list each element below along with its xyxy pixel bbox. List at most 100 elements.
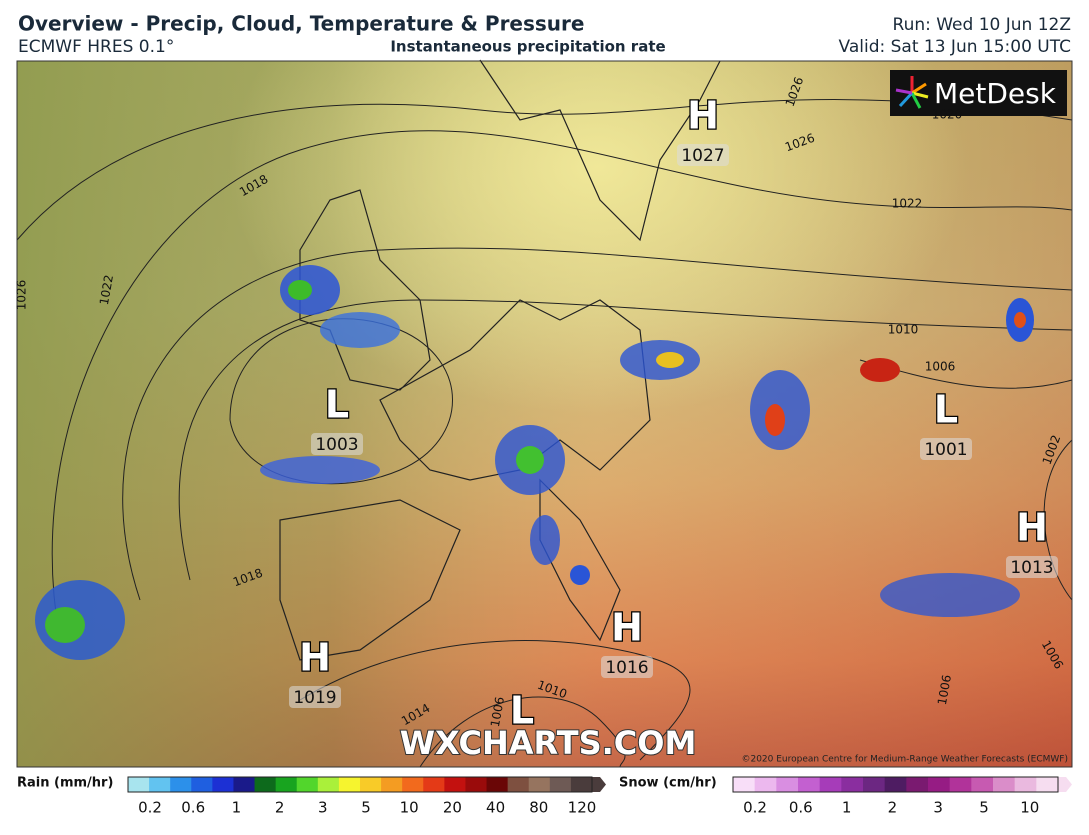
isobar-label: 1022 xyxy=(892,197,923,211)
isobars xyxy=(16,99,1073,768)
rain-arrow xyxy=(592,777,606,792)
rain-tick-label: 5 xyxy=(361,799,371,817)
pressure-label-bg xyxy=(920,438,972,460)
snow-swatch xyxy=(776,777,799,792)
rain-swatch xyxy=(507,777,530,792)
rain-swatch xyxy=(317,777,340,792)
rain-tick-label: 120 xyxy=(568,799,597,817)
snow-tick-label: 0.6 xyxy=(789,799,813,817)
rain-swatch xyxy=(338,777,361,792)
rain-tick-label: 20 xyxy=(443,799,462,817)
rain-swatch xyxy=(570,777,593,792)
rain-swatch xyxy=(275,777,298,792)
snow-tick-label: 1 xyxy=(842,799,852,817)
snow-swatch xyxy=(1014,777,1037,792)
pressure-symbol: L xyxy=(325,383,349,427)
pressure-symbol: H xyxy=(687,94,719,138)
pressure-value: 1001 xyxy=(924,440,967,460)
snow-swatch xyxy=(754,777,777,792)
isobar-label: 1026 xyxy=(15,280,29,311)
rain-swatch xyxy=(233,777,256,792)
pressure-symbol: L xyxy=(510,689,534,733)
rain-swatch xyxy=(170,777,192,792)
pressure-value: 1027 xyxy=(681,146,724,166)
snow-swatch xyxy=(798,777,821,792)
rain-swatch xyxy=(381,777,403,792)
rain-swatch xyxy=(444,777,466,792)
isobar-label: 1020 xyxy=(932,108,963,122)
valid: Valid: Sat 13 Jun 15:00 UTC xyxy=(839,37,1071,57)
rain-swatch xyxy=(128,777,150,792)
pressure-value: 1013 xyxy=(1010,558,1053,578)
snow-swatch xyxy=(841,777,864,792)
product: Instantaneous precipitation rate xyxy=(390,38,665,56)
isobar-label: 1006 xyxy=(488,696,507,729)
pressure-symbol: L xyxy=(934,388,958,432)
rain-tick-label: 1 xyxy=(232,799,242,817)
rain-swatch xyxy=(423,777,445,792)
run: Run: Wed 10 Jun 12Z xyxy=(893,15,1071,35)
rain-swatch xyxy=(296,777,319,792)
rain-swatch xyxy=(149,777,171,792)
snow-swatch xyxy=(819,777,842,792)
pressure-value: 1003 xyxy=(315,435,358,455)
rain-tick-label: 80 xyxy=(529,799,548,817)
rain-tick-label: 0.2 xyxy=(138,799,162,817)
snow-swatch xyxy=(949,777,972,792)
snow-tick-label: 2 xyxy=(888,799,898,817)
snow-frame xyxy=(732,776,1059,793)
rain-swatch xyxy=(486,777,509,792)
pressure-label-bg xyxy=(1006,556,1058,578)
logo-box xyxy=(890,70,1067,116)
rain-tick-label: 0.6 xyxy=(181,799,205,817)
snow-swatch xyxy=(863,777,886,792)
snow-tick-label: 3 xyxy=(933,799,943,817)
logo-icon xyxy=(895,76,929,109)
pressure-symbol: H xyxy=(299,636,331,680)
pressure-label-bg xyxy=(601,656,653,678)
isobar-label: 1010 xyxy=(888,323,919,337)
title: Overview - Precip, Cloud, Temperature & … xyxy=(18,12,584,36)
pressure-label-bg xyxy=(677,144,729,166)
snow-tick-label: 10 xyxy=(1020,799,1039,817)
map-highlight xyxy=(17,61,1072,767)
snow-tick-label: 5 xyxy=(979,799,989,817)
pressure-symbol: H xyxy=(1016,506,1048,550)
snow-tick-label: 0.2 xyxy=(743,799,767,817)
pressure-value: 1016 xyxy=(605,658,648,678)
snow-swatch xyxy=(733,777,756,792)
pressure-label-bg xyxy=(289,686,341,708)
map-frame xyxy=(16,60,1073,768)
logo-text: MetDesk xyxy=(934,77,1057,110)
rain-swatch xyxy=(212,777,234,792)
rain-swatch xyxy=(549,777,572,792)
rain-frame xyxy=(127,776,593,793)
snow-legend-title: Snow (cm/hr) xyxy=(619,776,717,791)
rain-swatch xyxy=(465,777,488,792)
snow-swatch xyxy=(906,777,929,792)
pressure-label-bg xyxy=(311,433,363,455)
rain-swatch xyxy=(402,777,424,792)
rain-swatch xyxy=(360,777,382,792)
rain-swatch xyxy=(191,777,213,792)
snow-swatch xyxy=(928,777,951,792)
credit: ©2020 European Centre for Medium-Range W… xyxy=(741,755,1068,765)
precipitation xyxy=(35,265,1034,660)
snow-swatch xyxy=(971,777,994,792)
watermark: WXCHARTS.COM xyxy=(400,724,697,762)
rain-legend-title: Rain (mm/hr) xyxy=(17,776,113,791)
model: ECMWF HRES 0.1° xyxy=(18,37,174,57)
rain-tick-label: 2 xyxy=(275,799,285,817)
snow-swatch xyxy=(1036,777,1059,792)
snow-arrow xyxy=(1058,777,1072,792)
pressure-value: 1019 xyxy=(293,688,336,708)
rain-tick-label: 10 xyxy=(400,799,419,817)
rain-swatch xyxy=(528,777,551,792)
rain-tick-label: 40 xyxy=(486,799,505,817)
isobar-label: 1022 xyxy=(97,274,116,307)
pressure-symbol: H xyxy=(611,606,643,650)
rain-tick-label: 3 xyxy=(318,799,328,817)
snow-swatch xyxy=(884,777,907,792)
isobar-label: 1006 xyxy=(925,360,956,374)
isobar-label: 1006 xyxy=(935,674,954,707)
